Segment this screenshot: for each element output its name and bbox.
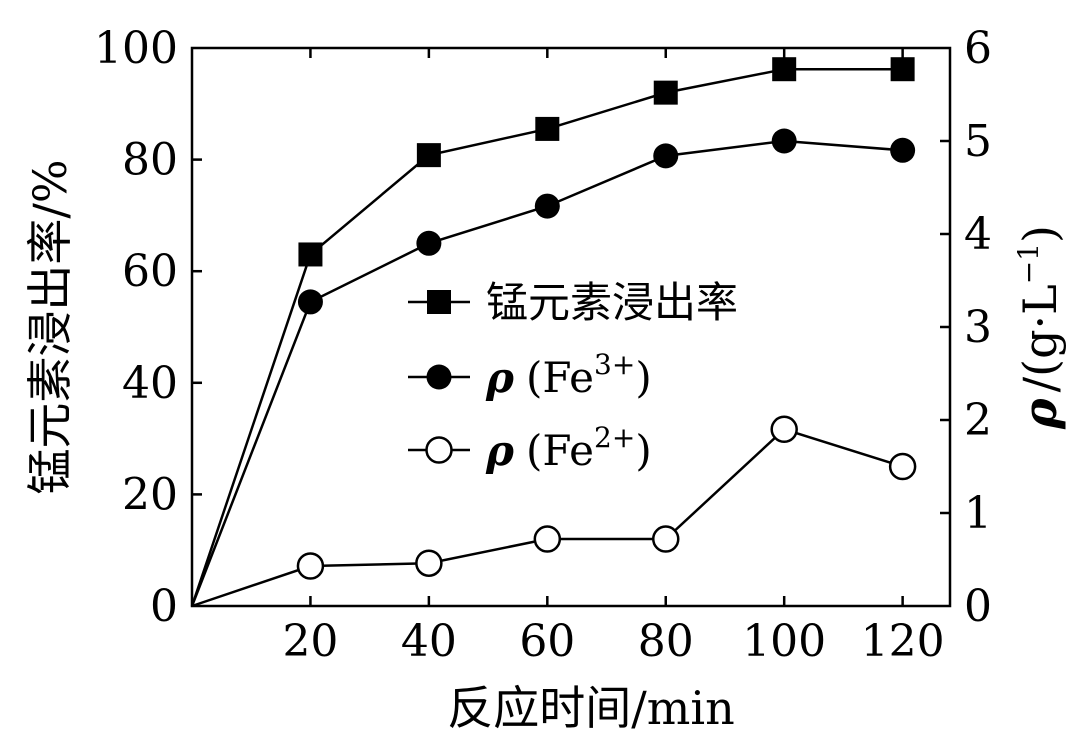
x-tick-label: 80	[638, 616, 694, 667]
data-point	[653, 143, 679, 169]
legend-text: 锰元素浸出率	[486, 278, 738, 327]
y-right-tick-label: 1	[964, 488, 992, 539]
x-tick-label: 20	[282, 616, 338, 667]
y-right-axis-title: ρ /(g·L−1)	[1012, 225, 1067, 430]
legend-marker	[425, 436, 453, 464]
legend-marker	[426, 364, 452, 390]
y-left-tick-label: 60	[122, 246, 178, 297]
data-point	[890, 137, 916, 163]
legend-label: ρ (Fe2+)	[485, 421, 652, 475]
legend-label: ρ (Fe3+)	[485, 348, 652, 402]
legend-superscript: 2+	[594, 421, 635, 454]
legend-close: )	[635, 426, 651, 475]
y-right-tick-label: 5	[964, 116, 992, 167]
legend-close: )	[635, 353, 651, 402]
legend-superscript: 3+	[594, 348, 635, 381]
y-left-tick-label: 40	[122, 358, 178, 409]
data-point	[297, 289, 323, 315]
data-point	[533, 525, 562, 553]
x-tick-label: 120	[861, 616, 945, 667]
y-right-unit: (g·L	[1013, 284, 1067, 377]
y-right-tick-label: 3	[964, 302, 992, 353]
series-1	[190, 128, 916, 607]
y-left-tick-label: 80	[122, 135, 178, 186]
data-point	[653, 80, 678, 105]
x-tick-label: 40	[401, 616, 457, 667]
y-right-tick-label: 6	[964, 23, 992, 74]
y-left-tick-label: 0	[150, 581, 178, 632]
y-left-axis-title: 锰元素浸出率/%	[23, 159, 77, 494]
data-point	[890, 57, 915, 82]
legend-label: 锰元素浸出率	[486, 278, 738, 327]
x-axis-title: 反应时间/min	[447, 681, 734, 735]
data-point	[652, 525, 680, 553]
y-right-tick-label: 4	[964, 209, 992, 260]
data-point	[296, 552, 325, 580]
data-point	[534, 193, 560, 219]
data-point	[298, 242, 323, 267]
y-right-rho: ρ	[1013, 398, 1067, 430]
data-point	[772, 57, 797, 82]
plot-frame	[190, 46, 952, 608]
data-point	[415, 549, 443, 577]
y-right-close: )	[1013, 225, 1067, 243]
legend-item: 锰元素浸出率	[408, 278, 738, 327]
y-right-slash: /	[1013, 376, 1067, 392]
legend-formula: (Fe	[526, 426, 594, 475]
y-right-exponent: −1	[1012, 243, 1045, 284]
y-right-tick-label: 2	[964, 395, 992, 446]
x-tick-label: 100	[742, 616, 826, 667]
legend-item: ρ (Fe2+)	[408, 421, 652, 475]
legend-marker	[427, 290, 451, 314]
y-right-tick-label: 0	[964, 581, 992, 632]
y-left-tick-label: 20	[122, 469, 178, 520]
legend-rho: ρ	[485, 426, 515, 475]
series-0	[190, 57, 915, 607]
y-left-tick-label: 100	[94, 23, 178, 74]
legend-item: ρ (Fe3+)	[408, 348, 652, 402]
series-2	[191, 415, 917, 608]
data-point	[770, 415, 798, 444]
series-layer	[190, 57, 917, 608]
axes: 20 40 60 80 100 120 0 20 40 60 80 100 0 1 2 3 4 5 6 反应时间/mi…	[23, 23, 1067, 735]
data-point	[535, 116, 560, 141]
data-point	[771, 128, 797, 154]
data-point	[888, 452, 917, 481]
data-point	[416, 143, 441, 168]
data-point	[416, 230, 442, 256]
legend-rho: ρ	[485, 353, 515, 402]
x-tick-label: 60	[519, 616, 575, 667]
legend-formula: (Fe	[526, 353, 594, 402]
